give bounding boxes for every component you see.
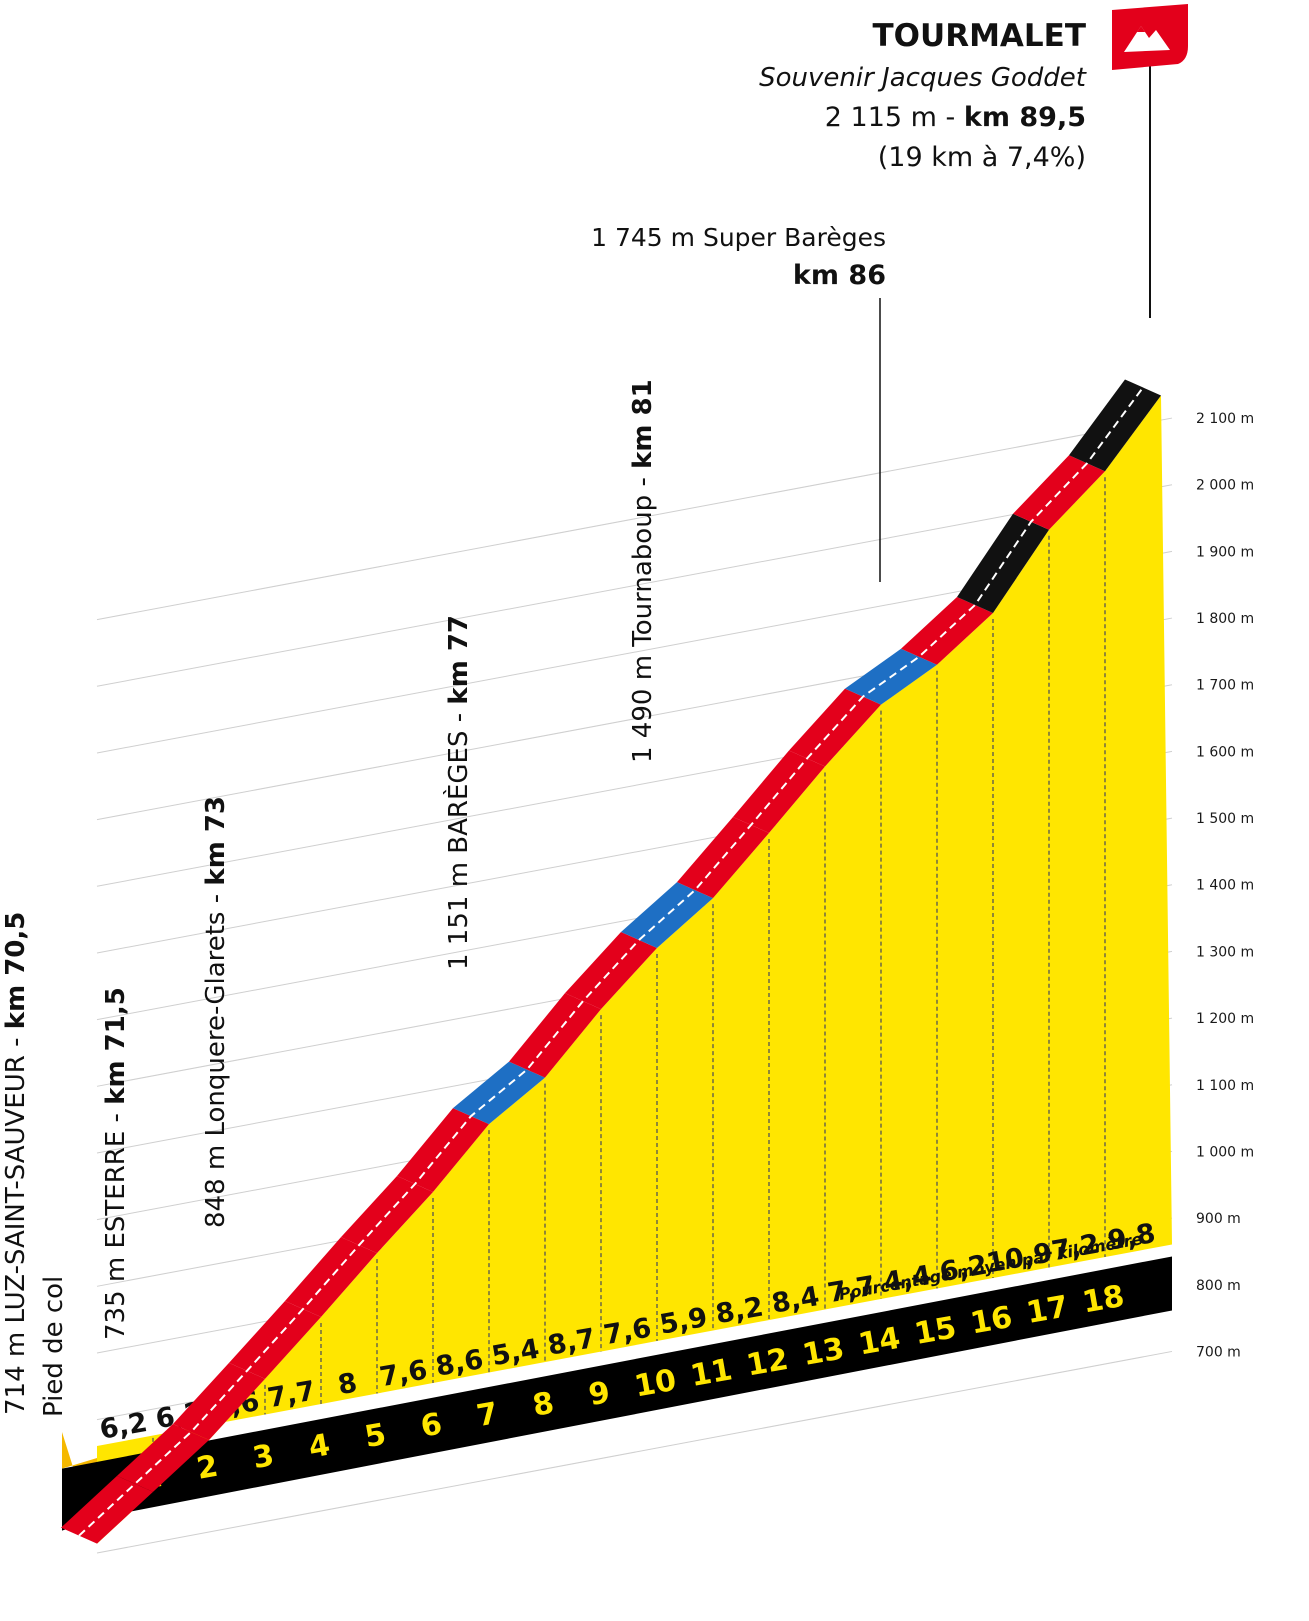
summit-climb-stats: (19 km à 7,4%): [878, 142, 1086, 173]
waypoint-altitude-1: 735 m: [101, 1249, 131, 1340]
waypoint-altitude-0: 714 m: [1, 1324, 31, 1415]
waypoint-name-2: Lonquere-Glarets -: [201, 886, 231, 1137]
base-band: [62, 1256, 1172, 1531]
road-segment-km-13: [733, 750, 825, 833]
km-base-band: [62, 1256, 1172, 1531]
waypoint-altitude-4: 1 490 m: [628, 647, 658, 763]
summit-altitude: 2 115 m -: [825, 102, 964, 133]
altitude-label-1100: 1 100 m: [1196, 1078, 1254, 1094]
waypoint-name-4: Tournaboup -: [628, 469, 658, 648]
altitude-label-1500: 1 500 m: [1196, 811, 1254, 827]
road-segment-km-10: [565, 931, 657, 1010]
road-center-dashes: [78, 386, 1144, 1537]
altitude-axis-labels: 700 m 800 m 900 m 1 000 m 1 100 m 1 200 m 1 30…: [1196, 411, 1254, 1360]
road-line: [61, 379, 1161, 1544]
gridline-2100: [96, 417, 1173, 621]
summit-altitude-km: 2 115 m - km 89,5: [825, 102, 1086, 133]
altitude-label-1200: 1 200 m: [1196, 1011, 1254, 1027]
waypoint-labels: 714 m LUZ-SAINT-SAUVEUR - km 70,5 735 m E…: [1, 379, 658, 1417]
waypoint-name-1: ESTERRE -: [101, 1105, 131, 1249]
altitude-label-1700: 1 700 m: [1196, 678, 1254, 694]
waypoint-name-0: LUZ-SAINT-SAUVEUR -: [1, 1029, 31, 1323]
waypoint-label-1: 735 m ESTERRE - km 71,5: [101, 987, 131, 1340]
waypoint-km-2: km 73: [201, 796, 231, 886]
km-label-13: 13: [800, 1331, 847, 1373]
waypoint-label-0: 714 m LUZ-SAINT-SAUVEUR - km 70,5: [1, 912, 31, 1415]
altitude-label-1900: 1 900 m: [1196, 544, 1254, 560]
altitude-label-1600: 1 600 m: [1196, 744, 1254, 760]
altitude-label-1000: 1 000 m: [1196, 1144, 1254, 1160]
km-label-17: 17: [1024, 1289, 1071, 1331]
super-bareges-label: 1 745 m Super Barèges: [591, 223, 886, 252]
waypoint-note-start: Pied de col: [39, 1276, 69, 1417]
waypoint-km-3: km 77: [444, 615, 474, 705]
km-label-10: 10: [632, 1363, 679, 1405]
profile-fill: [97, 395, 1172, 1544]
waypoint-km-1: km 71,5: [101, 987, 131, 1105]
road-segment-km-7: [397, 1108, 489, 1192]
waypoint-altitude-3: 1 151 m: [444, 854, 474, 970]
road-segment-km-3: [173, 1362, 265, 1440]
altitude-label-2000: 2 000 m: [1196, 478, 1254, 494]
altitude-label-900: 900 m: [1196, 1211, 1241, 1227]
km-label-11: 11: [688, 1352, 735, 1394]
road-segment-km-16: [901, 596, 993, 665]
waypoint-super-bareges: 1 745 m Super Barèges km 86: [591, 223, 886, 582]
summit-name: TOURMALET: [873, 18, 1086, 54]
super-bareges-altitude: 1 745 m: [591, 223, 695, 252]
waypoint-km-0: km 70,5: [1, 912, 31, 1030]
waypoint-label-2: 848 m Lonquere-Glarets - km 73: [201, 796, 231, 1228]
gradient-label-km-5: 8: [336, 1367, 360, 1401]
km-label-15: 15: [912, 1310, 959, 1352]
road-segment-km-5: [285, 1237, 377, 1317]
km-markers: 123456789101112131415161718: [138, 1279, 1127, 1497]
summit-flag-icon: [1112, 4, 1188, 70]
summit-km: km 89,5: [964, 102, 1086, 133]
waypoint-label-3: 1 151 m BARÈGES - km 77: [442, 615, 474, 970]
waypoint-km-4: km 81: [628, 379, 658, 469]
summit-subtitle: Souvenir Jacques Goddet: [759, 63, 1087, 93]
road-segment-km-2: [117, 1423, 209, 1492]
altitude-label-700: 700 m: [1196, 1344, 1241, 1360]
summit-block: TOURMALET Souvenir Jacques Goddet 2 115 …: [759, 4, 1188, 318]
km-label-18: 18: [1080, 1279, 1127, 1321]
gridline-2000: [96, 484, 1173, 687]
waypoint-altitude-2: 848 m: [201, 1137, 231, 1228]
km-label-16: 16: [968, 1300, 1015, 1342]
gridline-700: [96, 1350, 1173, 1554]
altitude-label-1300: 1 300 m: [1196, 944, 1254, 960]
km-label-12: 12: [744, 1342, 791, 1384]
super-bareges-km: km 86: [793, 260, 886, 291]
altitude-label-2100: 2 100 m: [1196, 411, 1254, 427]
altitude-label-800: 800 m: [1196, 1278, 1241, 1294]
waypoint-name-3: BARÈGES -: [442, 705, 474, 854]
waypoint-label-4: 1 490 m Tournaboup - km 81: [628, 379, 658, 763]
altitude-label-1400: 1 400 m: [1196, 878, 1254, 894]
road-segment-km-1: [61, 1475, 153, 1544]
km-label-14: 14: [856, 1321, 903, 1363]
super-bareges-name: Super Barèges: [703, 223, 886, 252]
road-segment-km-11: [621, 882, 713, 948]
altitude-label-1800: 1 800 m: [1196, 611, 1254, 627]
